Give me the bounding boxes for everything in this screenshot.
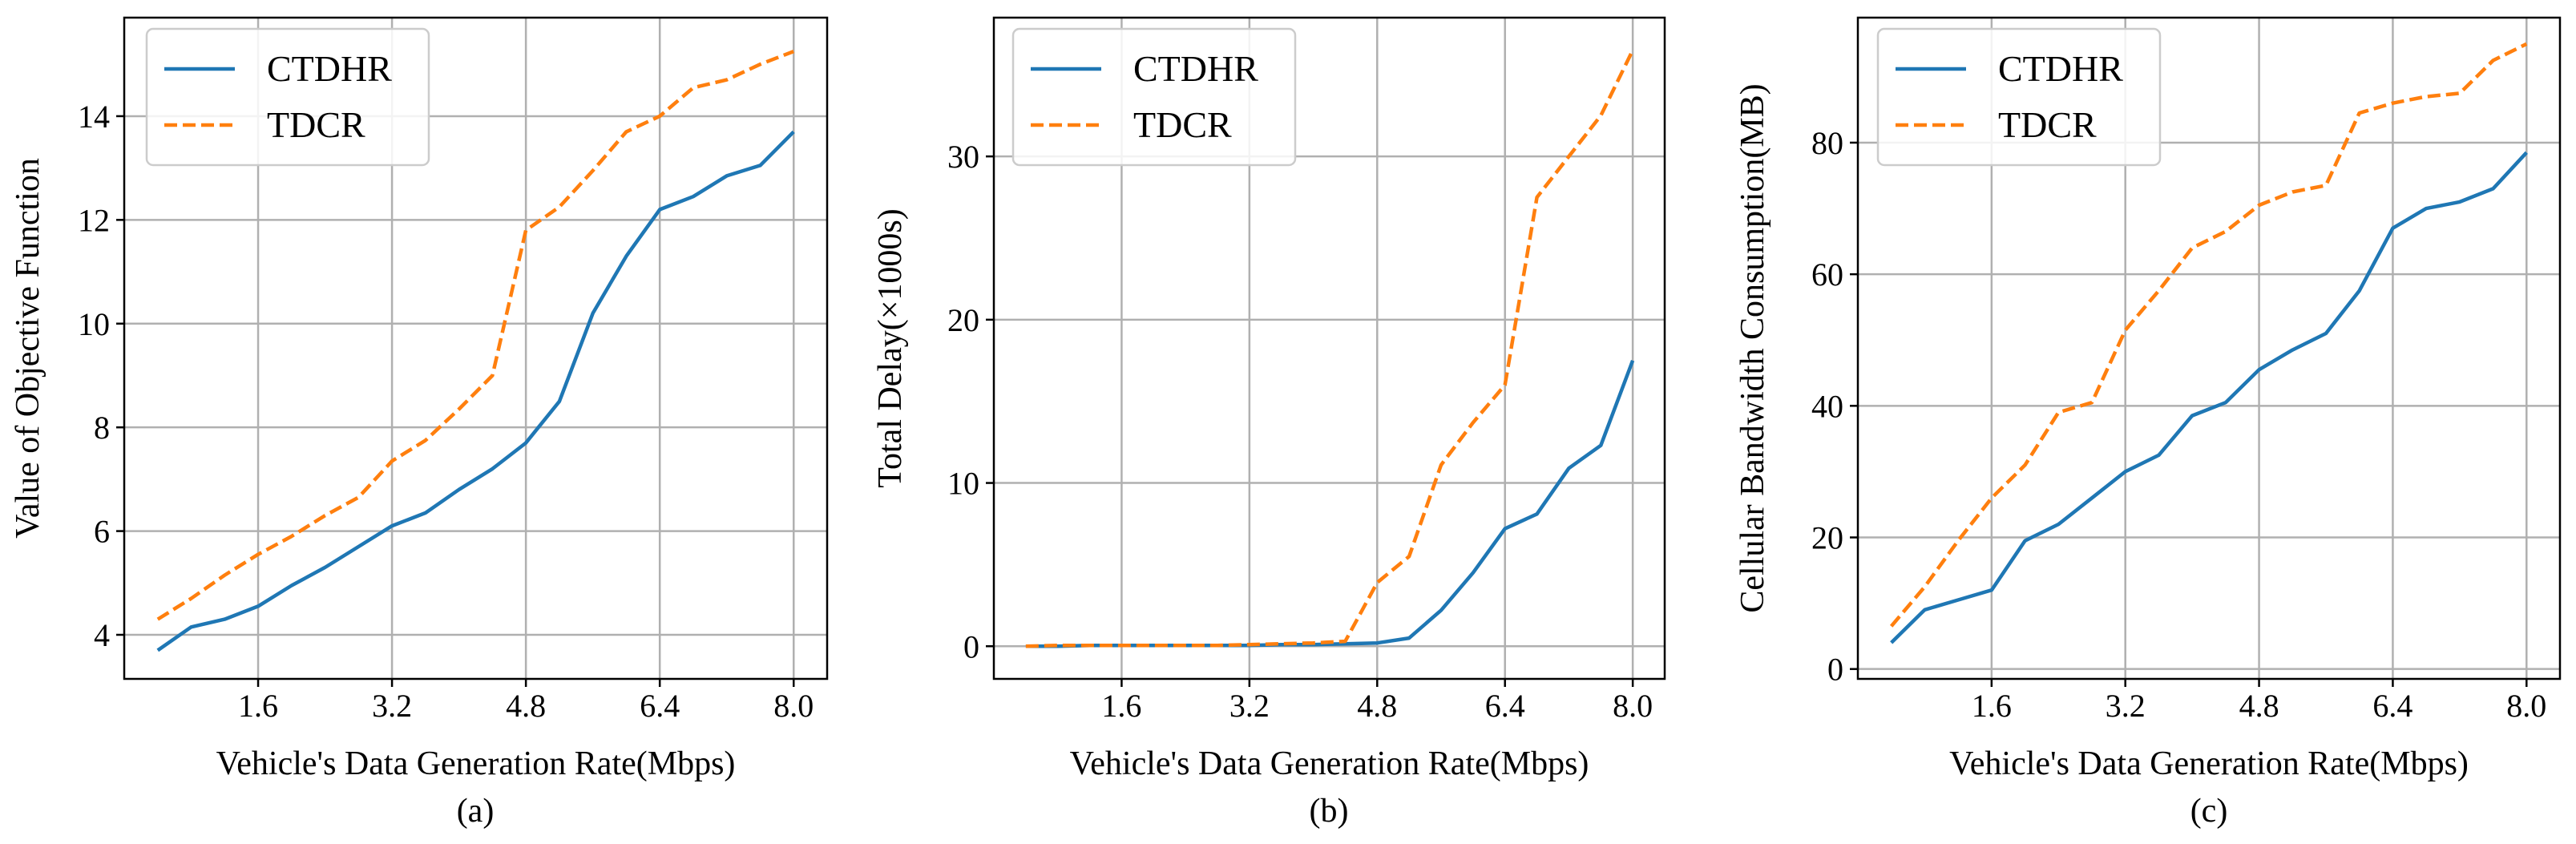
y-tick-label: 30 (947, 139, 979, 175)
y-axis-label: Value of Objective Function (10, 158, 46, 539)
series-line-ctdhr (156, 130, 795, 652)
x-tick-label: 1.6 (1101, 688, 1141, 724)
series-line-tdcr (1889, 42, 2528, 628)
y-axis-label: Total Delay(×1000s) (872, 208, 909, 488)
legend-label-tdcr: TDCR (267, 104, 365, 145)
y-tick-label: 20 (947, 302, 979, 338)
y-tick-label: 6 (94, 514, 110, 550)
x-tick-label: 3.2 (1229, 688, 1270, 724)
chart-panel-1: 1.6 3.2 4.8 6.4 8.0 4 6 8 10 12 14 Vehicle's Data G… (10, 16, 829, 830)
x-tick-label: 8.0 (1613, 688, 1653, 724)
y-tick-label: 40 (1811, 388, 1843, 424)
x-tick-label: 1.6 (1972, 688, 2012, 724)
series-line-tdcr (1025, 49, 1635, 648)
legend: CTDHR TDCR (1011, 27, 1297, 167)
y-tick-label: 0 (1827, 652, 1843, 688)
chart-panel-2: 1.6 3.2 4.8 6.4 8.0 0 10 20 30 Vehicle's Data Gen… (872, 16, 1666, 830)
legend-label-tdcr: TDCR (1133, 104, 1232, 145)
y-tick-label: 10 (78, 306, 110, 342)
legend-label-tdcr: TDCR (1998, 104, 2097, 145)
plot-frame (123, 16, 829, 680)
y-tick-label: 10 (947, 466, 979, 502)
x-tick-label: 6.4 (1485, 688, 1525, 724)
x-axis-label: Vehicle's Data Generation Rate(Mbps) (216, 745, 736, 782)
x-axis-label: Vehicle's Data Generation Rate(Mbps) (1949, 745, 2469, 782)
legend: CTDHR TDCR (145, 27, 430, 167)
panel-caption: (b) (1310, 793, 1349, 830)
plot-frame (992, 16, 1666, 680)
chart-panel-3: 1.6 3.2 4.8 6.4 8.0 0 20 40 60 80 Vehicle's Data G… (1734, 16, 2562, 830)
x-tick-label: 6.4 (2372, 688, 2412, 724)
panel-caption: (c) (2190, 793, 2228, 830)
y-tick-label: 0 (963, 628, 979, 664)
y-tick-label: 12 (78, 202, 110, 238)
y-tick-label: 14 (78, 99, 110, 135)
grid (1858, 18, 2560, 679)
x-tick-label: 4.8 (1357, 688, 1397, 724)
x-axis-label: Vehicle's Data Generation Rate(Mbps) (1070, 745, 1589, 782)
y-tick-label: 20 (1811, 520, 1843, 556)
x-tick-label: 4.8 (506, 688, 546, 724)
legend-box (1876, 27, 2162, 167)
legend-box (145, 27, 430, 167)
x-tick-label: 8.0 (773, 688, 814, 724)
x-tick-label: 8.0 (2506, 688, 2546, 724)
plot-frame (1856, 16, 2562, 680)
y-axis-label: Cellular Bandwidth Consumption(MB) (1734, 83, 1771, 612)
legend-label-ctdhr: CTDHR (267, 48, 392, 89)
x-tick-label: 1.6 (238, 688, 278, 724)
series-line-tdcr (156, 50, 795, 621)
x-tick-label: 3.2 (372, 688, 412, 724)
series-line-ctdhr (1025, 360, 1635, 648)
legend-box (1011, 27, 1297, 167)
y-tick-label: 60 (1811, 256, 1843, 293)
legend: CTDHR TDCR (1876, 27, 2162, 167)
x-tick-label: 3.2 (2106, 688, 2146, 724)
x-tick-label: 6.4 (640, 688, 680, 724)
y-tick-label: 4 (94, 617, 110, 653)
legend-label-ctdhr: CTDHR (1133, 48, 1258, 89)
panel-caption: (a) (457, 793, 495, 830)
x-tick-label: 4.8 (2239, 688, 2279, 724)
y-tick-label: 80 (1811, 125, 1843, 161)
series-line-ctdhr (1890, 151, 2528, 644)
y-tick-label: 8 (94, 410, 110, 446)
legend-label-ctdhr: CTDHR (1998, 48, 2123, 89)
